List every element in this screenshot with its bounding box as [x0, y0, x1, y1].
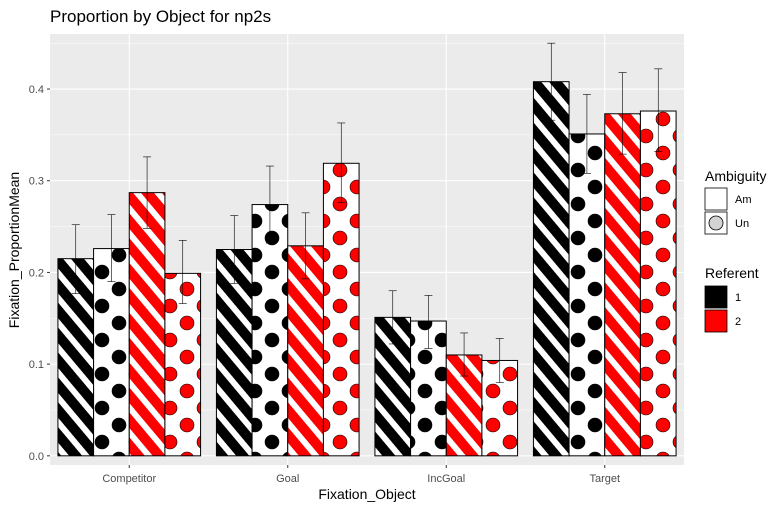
x-axis-title: Fixation_Object	[318, 486, 415, 502]
bar	[93, 248, 130, 457]
error-bar	[337, 122, 346, 204]
error-bar	[107, 214, 116, 282]
legend-title-ambiguity: Ambiguity	[705, 168, 766, 184]
y-tick-label: 0.1	[29, 359, 44, 371]
error-bar	[424, 295, 433, 349]
y-axis-title: Fixation_ProportionMean	[6, 172, 22, 328]
x-axis: Competitor Goal IncGoal Target	[102, 465, 620, 485]
x-tick-label: Goal	[276, 473, 299, 485]
legend-label: Am	[735, 194, 752, 206]
legend-label: Un	[735, 218, 749, 230]
error-bar	[178, 240, 187, 304]
error-bar	[547, 42, 556, 121]
error-bar	[618, 72, 627, 155]
legend-key-am	[704, 187, 728, 211]
error-bars	[71, 42, 663, 383]
error-bar	[71, 224, 80, 294]
y-axis: 0.0 0.1 0.2 0.3 0.4	[29, 84, 50, 463]
y-tick-label: 0.3	[29, 176, 44, 188]
error-bar	[460, 332, 469, 377]
bar	[322, 162, 360, 457]
legend-key-referent-1	[704, 285, 728, 309]
y-tick-label: 0.4	[29, 84, 44, 96]
error-bar	[230, 215, 239, 284]
bar	[568, 133, 606, 457]
bar	[251, 204, 289, 457]
legend-key-un	[704, 211, 728, 235]
x-tick-label: IncGoal	[427, 473, 465, 485]
bar	[532, 81, 570, 457]
legend-label: 2	[735, 316, 741, 328]
error-bar	[495, 338, 504, 383]
bar	[128, 192, 166, 457]
error-bar	[582, 94, 591, 174]
error-bar	[388, 290, 397, 345]
y-tick-label: 0.2	[29, 267, 44, 279]
x-tick-label: Target	[589, 473, 620, 485]
y-tick-label: 0.0	[29, 451, 44, 463]
legend-key-referent-2	[704, 309, 728, 333]
chart-title: Proportion by Object for np2s	[50, 7, 271, 26]
error-bar	[143, 156, 152, 229]
bar	[604, 113, 641, 457]
legend-label: 1	[735, 292, 741, 304]
x-tick-label: Competitor	[102, 473, 156, 485]
error-bar	[301, 212, 310, 280]
error-bar	[654, 68, 663, 152]
bars	[57, 81, 677, 457]
legend: Ambiguity Am Un Referent 1 2	[704, 168, 766, 333]
bar	[639, 110, 677, 457]
legend-title-referent: Referent	[705, 265, 759, 281]
error-bar	[265, 165, 274, 244]
